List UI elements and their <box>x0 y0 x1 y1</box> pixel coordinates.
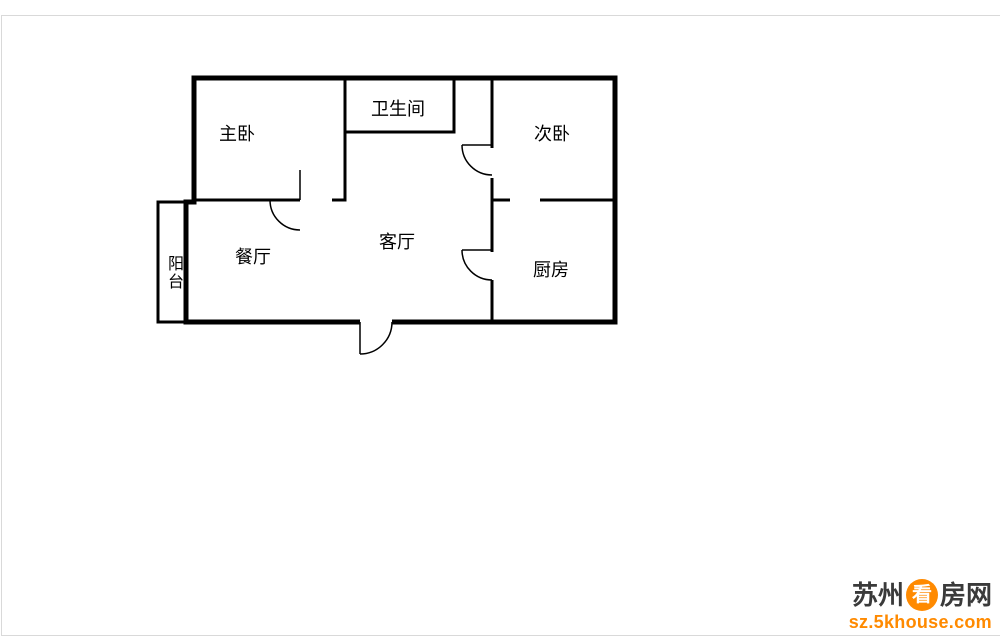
watermark-url: sz.5khouse.com <box>849 613 992 633</box>
room-label-balcony: 阳台 <box>161 255 185 291</box>
watermark: 苏州看房网 sz.5khouse.com <box>849 581 992 633</box>
door-arc <box>360 322 392 354</box>
door-arc <box>462 250 492 280</box>
room-label-dining_room: 餐厅 <box>235 243 271 269</box>
eye-text: 看 <box>912 584 932 606</box>
watermark-brand: 苏州看房网 <box>849 581 992 613</box>
room-label-master_bedroom: 主卧 <box>219 120 255 146</box>
room-label-kitchen: 厨房 <box>533 256 569 282</box>
room-label-bathroom: 卫生间 <box>371 95 425 121</box>
eye-icon: 看 <box>906 579 938 611</box>
door-arc <box>462 145 492 175</box>
room-label-living_room: 客厅 <box>379 228 415 254</box>
floorplan-svg <box>0 0 1000 637</box>
room-label-second_bedroom: 次卧 <box>534 120 570 146</box>
brand-prefix: 苏州 <box>852 580 904 610</box>
brand-suffix: 房网 <box>940 580 992 610</box>
door-arc <box>270 200 300 230</box>
